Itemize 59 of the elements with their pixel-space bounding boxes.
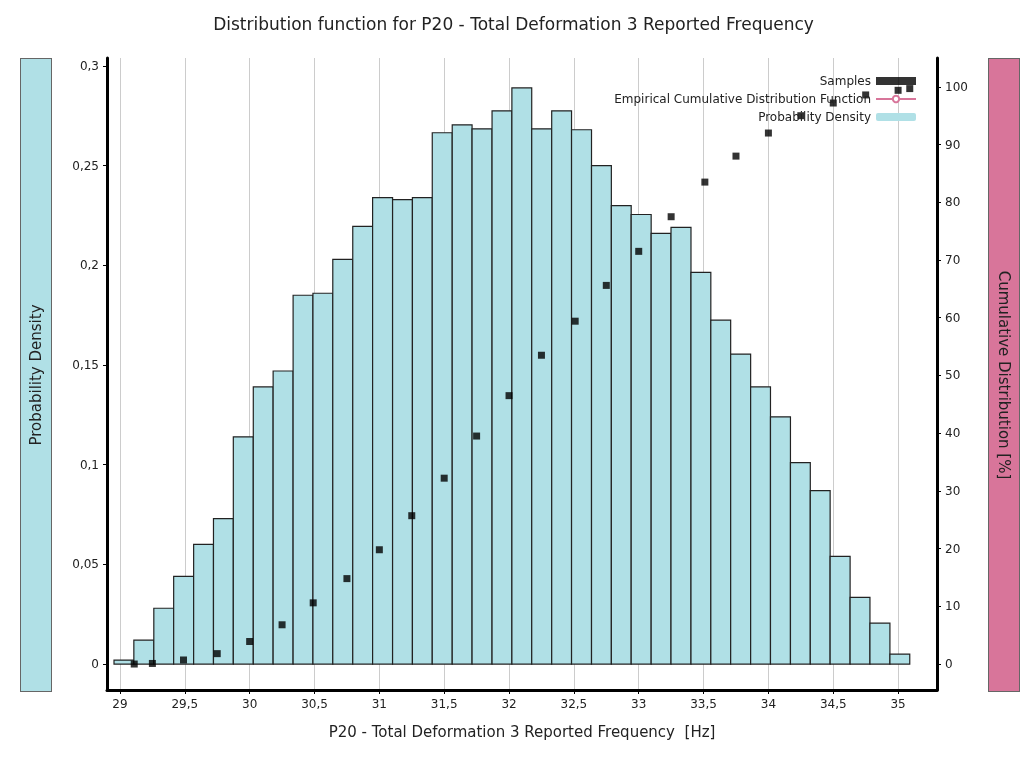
point (602, 281, 610, 289)
point (343, 575, 351, 583)
y2-tick-label: 40 (945, 426, 961, 441)
x-tick-label: 33,5 (690, 697, 717, 711)
x-tick-label: 32,5 (560, 697, 588, 711)
x-tick-label: 31 (371, 697, 387, 711)
x-tick-label: 34 (760, 697, 777, 711)
y2-tick-label: 70 (945, 253, 961, 268)
point (764, 129, 772, 137)
point (635, 247, 643, 255)
y2-tick-label: 10 (945, 599, 961, 614)
y-tick-label: 0,05 (72, 557, 99, 572)
x-tick-label: 30 (242, 697, 258, 711)
point (571, 317, 579, 325)
x-tick-label: 29,5 (171, 697, 199, 711)
point (537, 351, 545, 359)
y-tick-label: 0,25 (72, 158, 99, 173)
legend-label: Samples (819, 74, 871, 88)
chart-title: Distribution function for P20 - Total Deformation 3 Reported Frequency (213, 13, 814, 34)
x-tick-label: 29 (112, 697, 128, 711)
point (408, 512, 416, 520)
point (473, 432, 481, 440)
point (130, 660, 138, 668)
point (894, 86, 902, 94)
point (906, 85, 914, 93)
y-tick-label: 0,15 (72, 358, 99, 373)
y-tick-label: 0,2 (79, 258, 99, 273)
y2-tick-label: 100 (945, 79, 968, 94)
point (278, 621, 286, 629)
point (667, 213, 675, 221)
y2-tick-label: 80 (945, 195, 961, 210)
x-tick-label: 30,5 (301, 697, 328, 711)
y-tick-label: 0,3 (79, 58, 99, 73)
x-tick-label: 35 (890, 697, 906, 711)
y2-axis-title: Cumulative Distribution [%] (995, 270, 1013, 480)
point (180, 656, 188, 664)
point (701, 178, 709, 186)
y-tick-label: 0,1 (79, 457, 99, 472)
y2-tick-label: 20 (945, 541, 961, 556)
y-tick-label: 0 (91, 657, 99, 672)
y-axis-title: Probability Density (27, 304, 45, 446)
y2-tick-label: 50 (945, 368, 961, 383)
x-tick-label: 31,5 (430, 697, 458, 711)
point (505, 392, 513, 400)
y2-tick-label: 0 (945, 657, 953, 672)
y2-tick-label: 30 (945, 483, 961, 498)
point (440, 474, 448, 482)
x-tick-label: 34,5 (819, 697, 847, 711)
point (213, 650, 221, 658)
y2-tick-label: 90 (945, 137, 961, 152)
point (732, 152, 740, 160)
x-tick-label: 32 (501, 697, 517, 711)
point (246, 638, 254, 646)
point (309, 599, 317, 607)
x-tick-label: 33 (631, 697, 647, 711)
x-axis-title: P20 - Total Deformation 3 Reported Frequency [Hz] (328, 722, 716, 741)
point (375, 546, 383, 554)
point (148, 659, 156, 667)
y2-tick-label: 60 (945, 310, 961, 325)
